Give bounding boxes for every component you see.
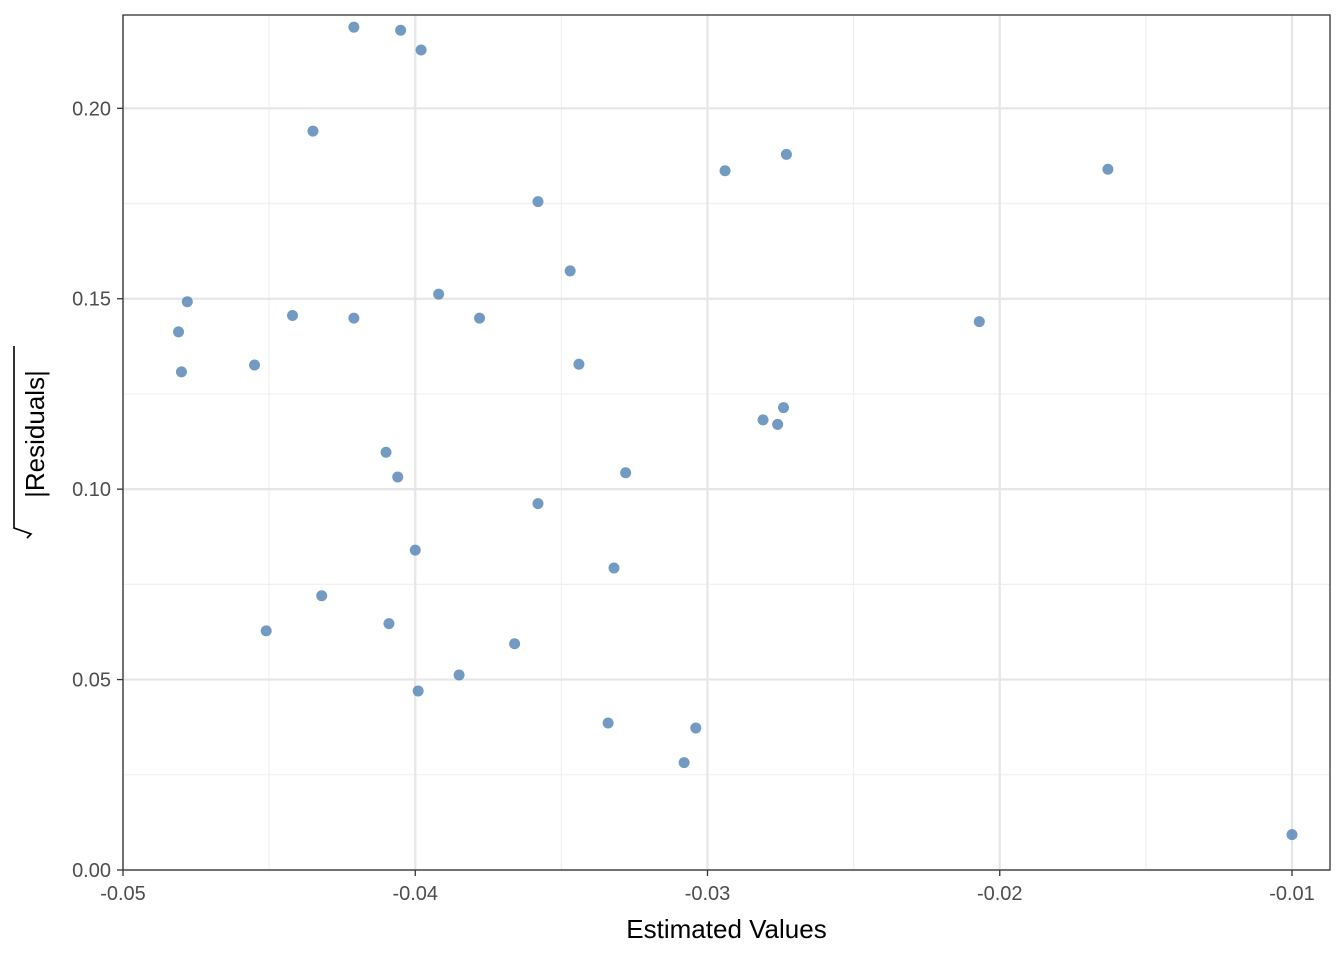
- sqrt-symbol: [13, 346, 33, 539]
- x-tick-label: -0.01: [1269, 883, 1315, 905]
- data-point: [380, 446, 392, 458]
- data-point: [395, 24, 407, 36]
- data-point: [780, 148, 792, 160]
- data-point: [348, 21, 360, 33]
- data-point: [772, 418, 784, 430]
- data-point: [1102, 163, 1114, 175]
- data-point: [973, 316, 985, 328]
- y-tick-label: 0.15: [72, 289, 111, 311]
- data-points: [173, 21, 1298, 841]
- y-axis-title: |Residuals|: [13, 346, 50, 539]
- data-point: [412, 685, 424, 697]
- x-tick-label: -0.04: [392, 883, 438, 905]
- axes: -0.05 -0.04 -0.03 -0.02 -0.01 0.00 0.05 0.10 0.1…: [72, 98, 1315, 905]
- data-point: [181, 296, 193, 308]
- data-point: [307, 125, 319, 137]
- data-point: [249, 359, 261, 371]
- y-axis-title-text: |Residuals|: [20, 370, 50, 498]
- data-point: [383, 618, 395, 630]
- x-tick-label: -0.05: [100, 883, 146, 905]
- data-point: [348, 312, 360, 324]
- data-point: [777, 402, 789, 414]
- data-point: [564, 265, 576, 277]
- data-point: [316, 590, 328, 602]
- x-tick-label: -0.02: [977, 883, 1023, 905]
- x-tick-label: -0.03: [685, 883, 731, 905]
- data-point: [173, 326, 185, 338]
- data-point: [602, 717, 614, 729]
- data-point: [260, 625, 272, 637]
- data-point: [690, 722, 702, 734]
- panel-border: [122, 14, 1331, 871]
- data-point: [532, 498, 544, 510]
- data-point: [175, 366, 187, 378]
- data-point: [453, 669, 465, 681]
- y-tick-label: 0.05: [72, 670, 111, 692]
- data-point: [608, 562, 620, 574]
- data-point: [433, 288, 445, 300]
- y-tick-label: 0.20: [72, 98, 111, 120]
- data-point: [620, 467, 632, 479]
- data-point: [474, 312, 486, 324]
- data-point: [392, 471, 404, 483]
- data-point: [415, 44, 427, 56]
- data-point: [678, 757, 690, 769]
- y-tick-label: 0.10: [72, 479, 111, 501]
- data-point: [287, 309, 299, 321]
- y-tick-label: 0.00: [72, 860, 111, 882]
- data-point: [573, 358, 585, 370]
- data-point: [1286, 829, 1298, 841]
- data-point: [719, 165, 731, 177]
- data-point: [757, 414, 769, 426]
- data-point: [509, 638, 521, 650]
- data-point: [532, 196, 544, 208]
- x-axis-title: Estimated Values: [626, 914, 826, 944]
- data-point: [409, 544, 421, 556]
